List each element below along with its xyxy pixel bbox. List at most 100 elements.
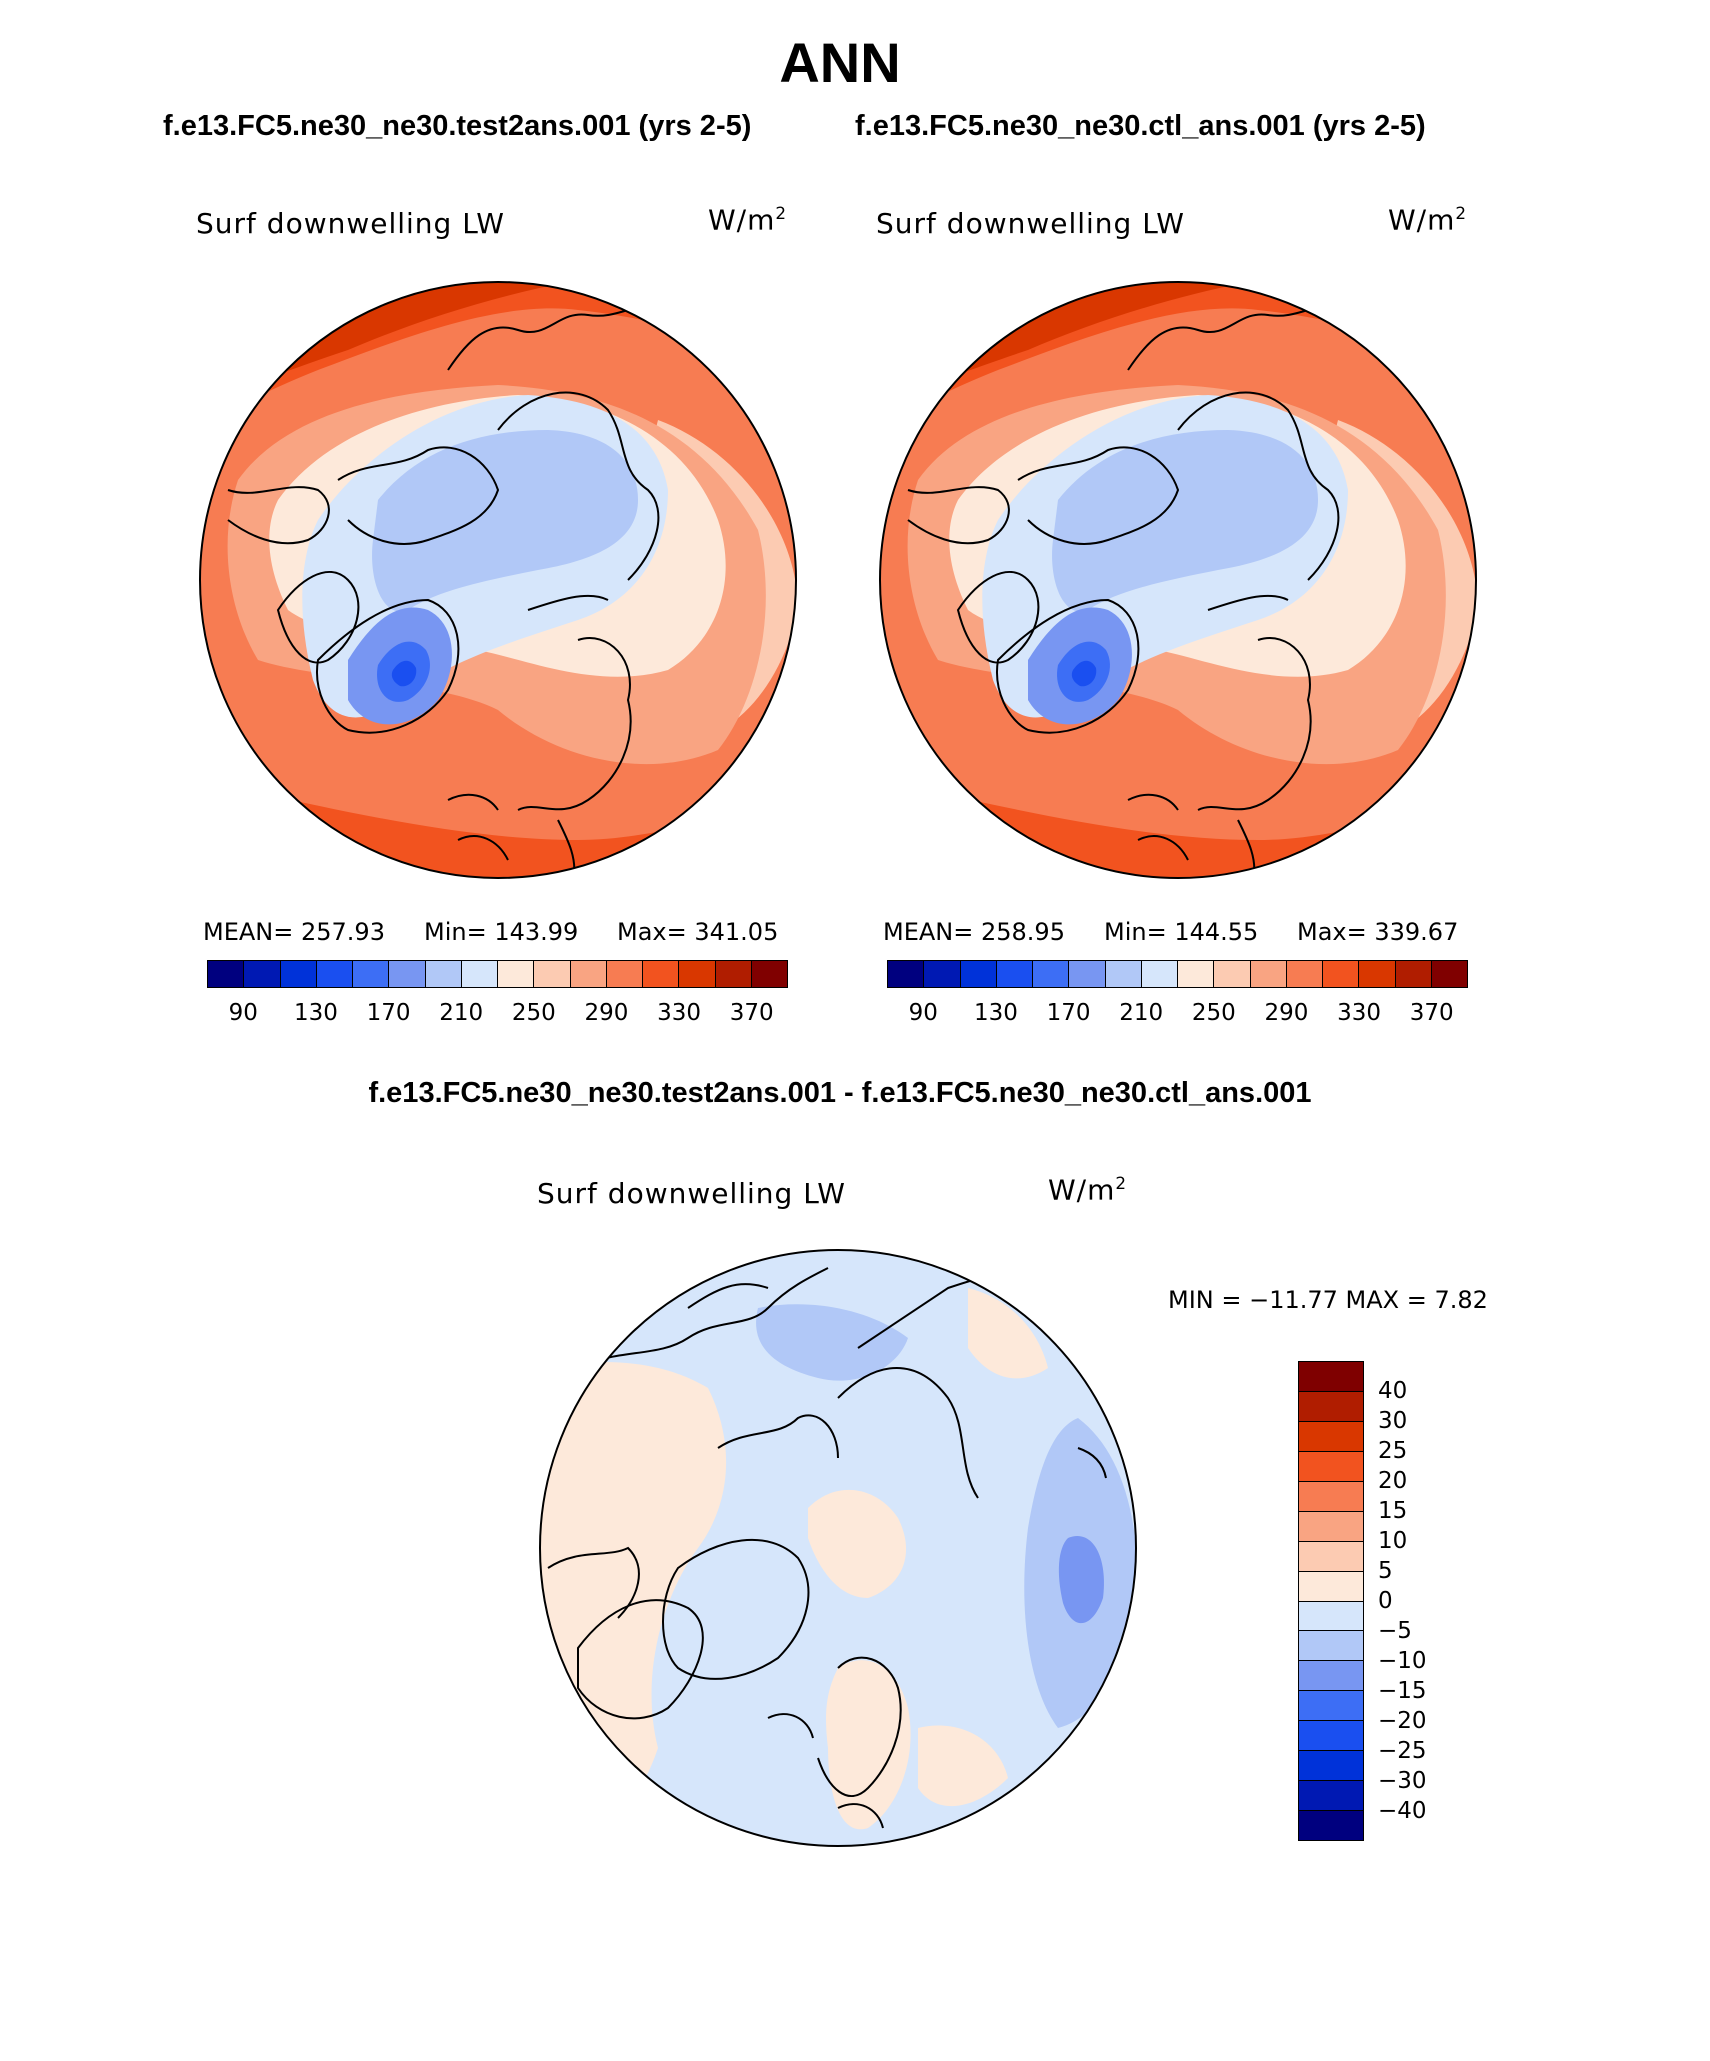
panel2-colorbar-box <box>1069 961 1106 987</box>
diff-colorbar <box>1298 1361 1364 1841</box>
panel2-colorbar-tick-label: 210 <box>1119 1000 1164 1026</box>
diff-colorbar-tick-label: 10 <box>1378 1528 1408 1554</box>
panel2-colorbar-box <box>1395 961 1432 987</box>
panel2-colorbar-tick-label: 130 <box>973 1000 1018 1026</box>
diff-variable-label: Surf downwelling LW <box>537 1177 846 1210</box>
panel1-colorbar-box <box>498 961 535 987</box>
panel1-colorbar-box <box>643 961 680 987</box>
diff-colorbar-box <box>1299 1781 1363 1812</box>
panel2-colorbar-box <box>924 961 961 987</box>
main-title: ANN <box>779 31 901 94</box>
panel2-colorbar-box <box>1105 961 1142 987</box>
panel1-colorbar-tick-label: 170 <box>366 1000 411 1026</box>
panel1-colorbar-box <box>316 961 353 987</box>
diff-colorbar-box <box>1299 1721 1363 1752</box>
diff-colorbar-tick-label: −40 <box>1378 1798 1427 1824</box>
panel1-units-label: W/m2 <box>708 203 788 237</box>
panel2-colorbar-box <box>1286 961 1323 987</box>
diff-colorbar-tick-label: −10 <box>1378 1648 1427 1674</box>
diff-units-label: W/m2 <box>1048 1173 1128 1207</box>
panel2-colorbar-labels: 90 130 170 210 250 290 330 370 <box>887 1000 1468 1030</box>
panel1-colorbar-box <box>534 961 571 987</box>
panel2-colorbar-tick-label: 370 <box>1409 1000 1454 1026</box>
panel1-colorbar-box <box>679 961 716 987</box>
panel1-colorbar-tick-label: 250 <box>511 1000 556 1026</box>
diff-colorbar-box <box>1299 1421 1363 1452</box>
panel2-colorbar-box <box>1250 961 1287 987</box>
panel1-colorbar-labels: 90 130 170 210 250 290 330 370 <box>207 1000 788 1030</box>
panel2-min: Min= 144.55 <box>1104 918 1259 946</box>
panel1-case-title: f.e13.FC5.ne30_ne30.test2ans.001 (yrs 2-… <box>163 110 752 142</box>
diff-colorbar-box <box>1299 1631 1363 1662</box>
panel1-colorbar-tick-label: 370 <box>729 1000 774 1026</box>
panel2-colorbar-tick-label: 90 <box>908 1000 938 1026</box>
difference-field <box>540 1250 1136 1846</box>
panel2-colorbar <box>887 960 1468 988</box>
difference-polar-map <box>539 1249 1137 1847</box>
panel2-variable-label: Surf downwelling LW <box>876 207 1185 240</box>
panel2-units-label: W/m2 <box>1388 203 1468 237</box>
diff-colorbar-box <box>1299 1481 1363 1512</box>
diff-colorbar-tick-label: 40 <box>1378 1378 1408 1404</box>
panel2-field <box>880 282 1476 878</box>
difference-title: f.e13.FC5.ne30_ne30.test2ans.001 - f.e13… <box>368 1077 1312 1109</box>
diff-colorbar-tick-label: 25 <box>1378 1438 1408 1464</box>
panel2-colorbar-tick-label: 330 <box>1337 1000 1382 1026</box>
panel1-colorbar-box <box>751 961 787 987</box>
diff-colorbar-tick-label: 5 <box>1378 1558 1393 1584</box>
diff-colorbar-tick-label: −15 <box>1378 1678 1427 1704</box>
diff-colorbar-tick-label: 15 <box>1378 1498 1408 1524</box>
diff-colorbar-tick-label: 20 <box>1378 1468 1408 1494</box>
panel2-colorbar-box <box>1033 961 1070 987</box>
diff-colorbar-tick-label: −25 <box>1378 1738 1427 1764</box>
panel2-colorbar-box <box>1431 961 1467 987</box>
panel1-polar-map <box>199 281 797 879</box>
panel1-colorbar-box <box>570 961 607 987</box>
diff-colorbar-box <box>1299 1601 1363 1632</box>
panel1-max: Max= 341.05 <box>617 918 779 946</box>
panel2-colorbar-box <box>1323 961 1360 987</box>
diff-colorbar-box <box>1299 1511 1363 1542</box>
panel2-colorbar-box <box>1141 961 1178 987</box>
panel1-variable-label: Surf downwelling LW <box>196 207 505 240</box>
panel1-mean: MEAN= 257.93 <box>203 918 385 946</box>
panel2-polar-map <box>879 281 1477 879</box>
diff-colorbar-box <box>1299 1751 1363 1782</box>
panel2-colorbar-tick-label: 250 <box>1191 1000 1236 1026</box>
panel2-colorbar-box <box>1359 961 1396 987</box>
diff-colorbar-box <box>1299 1571 1363 1602</box>
panel1-colorbar-box <box>280 961 317 987</box>
panel1-colorbar-tick-label: 130 <box>293 1000 338 1026</box>
diff-colorbar-box <box>1299 1811 1363 1840</box>
diff-colorbar-box <box>1299 1661 1363 1692</box>
diff-colorbar-box <box>1299 1391 1363 1422</box>
diff-colorbar-box <box>1299 1691 1363 1722</box>
diff-colorbar-labels: 40 30 25 20 15 10 5 0 −5 −10 −15 −20 −25 −30 −40 <box>1378 1361 1438 1841</box>
diff-colorbar-tick-label: −5 <box>1378 1618 1412 1644</box>
panel1-colorbar-box <box>461 961 498 987</box>
difference-coastlines <box>547 1267 1107 1829</box>
panel1-colorbar-box <box>389 961 426 987</box>
panel2-colorbar-box <box>960 961 997 987</box>
diff-colorbar-tick-label: −20 <box>1378 1708 1427 1734</box>
panel2-colorbar-tick-label: 170 <box>1046 1000 1091 1026</box>
diff-minmax: MIN = −11.77 MAX = 7.82 <box>1168 1286 1488 1314</box>
panel1-colorbar-tick-label: 330 <box>657 1000 702 1026</box>
panel1-colorbar-box <box>244 961 281 987</box>
diff-colorbar-tick-label: 30 <box>1378 1408 1408 1434</box>
panel1-colorbar-tick-label: 290 <box>584 1000 629 1026</box>
panel1-field <box>200 282 796 878</box>
diff-colorbar-box <box>1299 1362 1363 1392</box>
diff-colorbar-tick-label: 0 <box>1378 1588 1393 1614</box>
diff-colorbar-box <box>1299 1451 1363 1482</box>
panel2-case-title: f.e13.FC5.ne30_ne30.ctl_ans.001 (yrs 2-5… <box>855 110 1426 142</box>
panel2-colorbar-box <box>1214 961 1251 987</box>
panel2-colorbar-box <box>1178 961 1215 987</box>
panel1-colorbar-box <box>208 961 245 987</box>
panel1-colorbar-tick-label: 210 <box>439 1000 484 1026</box>
panel1-colorbar <box>207 960 788 988</box>
panel1-colorbar-tick-label: 90 <box>228 1000 258 1026</box>
panel1-colorbar-box <box>425 961 462 987</box>
diff-colorbar-box <box>1299 1541 1363 1572</box>
panel1-colorbar-box <box>353 961 390 987</box>
